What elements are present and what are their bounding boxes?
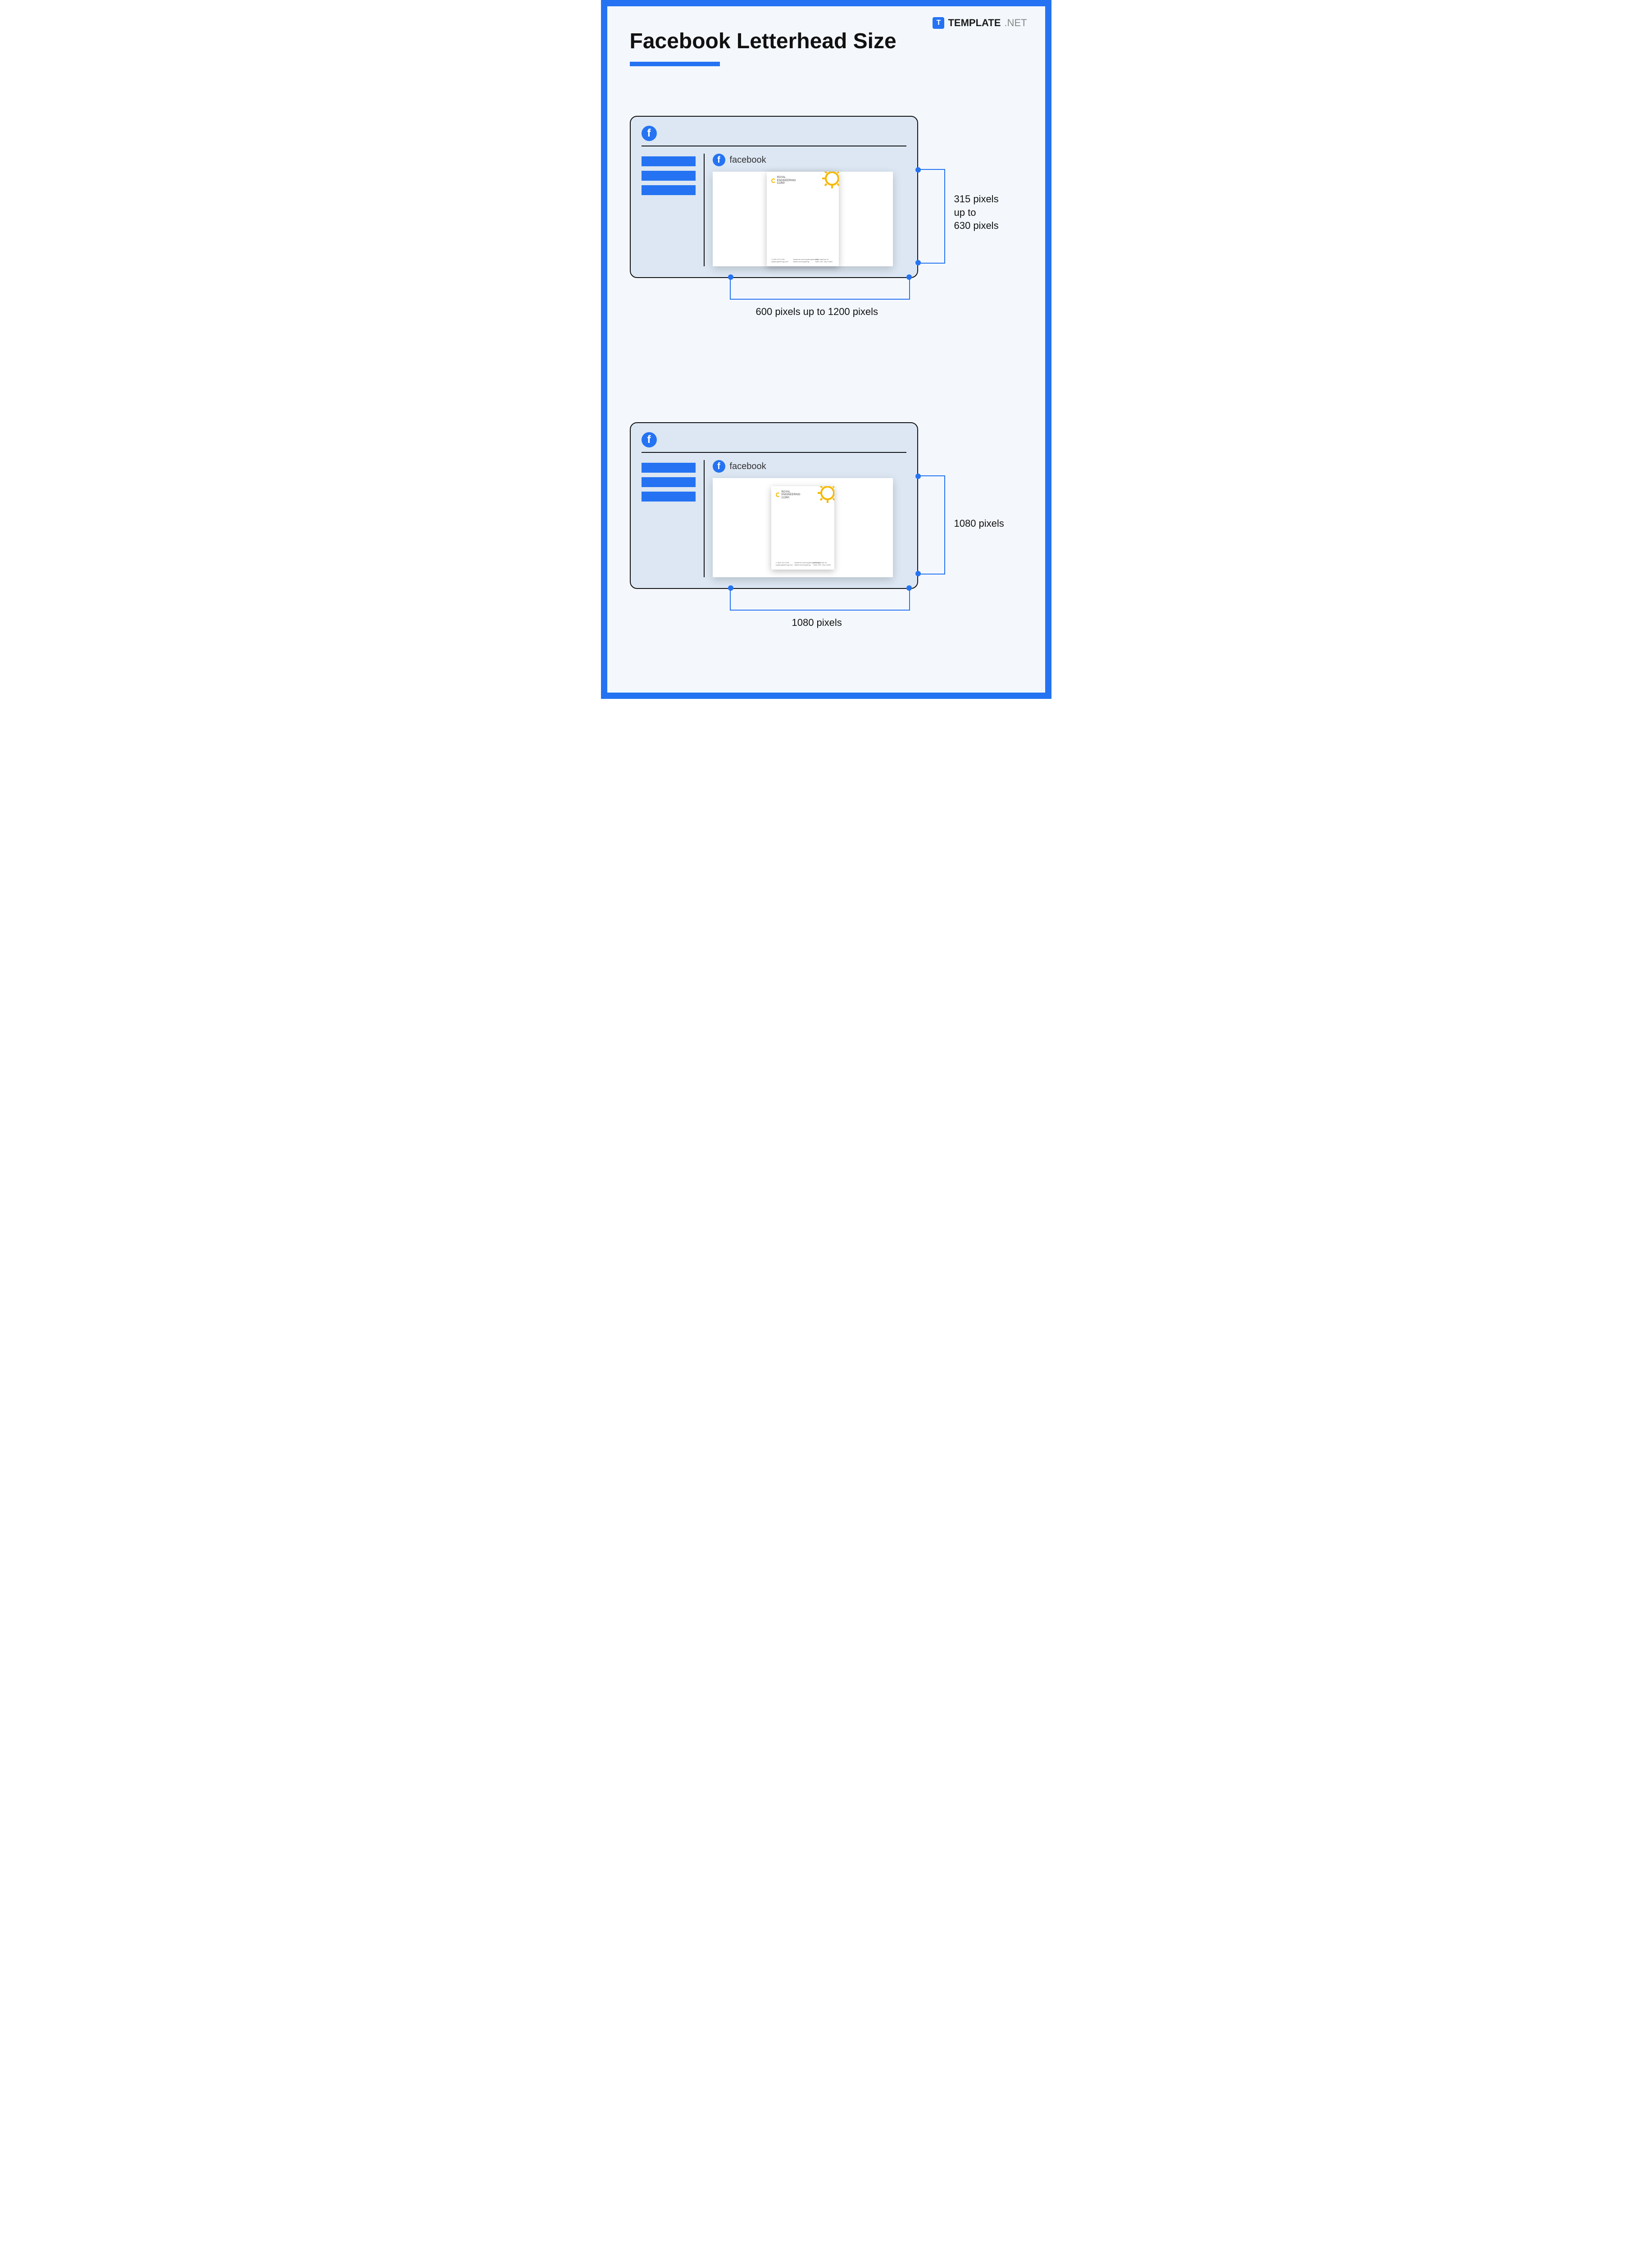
facebook-logo-icon: f: [713, 154, 725, 166]
diagram-1: f f facebook: [630, 116, 1023, 332]
title-underline: [630, 62, 720, 66]
brand-name: TEMPLATE: [948, 17, 1001, 29]
content-column: f facebook ROYAL ENGINEERING CORP.: [713, 154, 906, 266]
content-header: f facebook: [713, 460, 906, 473]
height-bracket: [918, 169, 945, 264]
page-frame: T TEMPLATE.NET Facebook Letterhead Size …: [601, 0, 1051, 699]
browser-body: f facebook ROYAL ENGINEERING CORP.: [642, 460, 906, 577]
brand-logo-icon: T: [933, 17, 944, 29]
facebook-logo-icon: f: [642, 126, 657, 141]
sidebar-item: [642, 171, 696, 181]
brand-badge: T TEMPLATE.NET: [933, 17, 1027, 29]
sidebar-item: [642, 156, 696, 166]
sidebar-item: [642, 463, 696, 473]
content-header: f facebook: [713, 154, 906, 166]
letterhead-footer: +1 800 123 1234 royalengineering.com fac…: [771, 258, 834, 263]
company-name: ROYAL ENGINEERING CORP.: [782, 491, 801, 500]
facebook-label: facebook: [730, 461, 766, 472]
sidebar-item: [642, 477, 696, 487]
footer-col: 1234 Address St Suite 100, City 12345: [815, 258, 834, 263]
browser-mock-2: f f facebook: [630, 422, 918, 589]
sidebar-item: [642, 492, 696, 502]
footer-col: facebook.com/royalengineering twitter.co…: [793, 258, 812, 263]
letterhead-logo: ROYAL ENGINEERING CORP.: [771, 176, 796, 185]
width-label: 1080 pixels: [792, 616, 842, 629]
browser-header: f: [642, 126, 906, 146]
image-preview-outer: ROYAL ENGINEERING CORP. +1 800 123 1234 …: [713, 478, 893, 577]
width-bracket: [730, 588, 910, 611]
footer-col: facebook.com/royalengineering twitter.co…: [795, 561, 811, 566]
logo-c-icon: [771, 178, 776, 183]
sidebar-item: [642, 185, 696, 195]
letterhead-footer: +1 800 123 1234 royalengineering.com fac…: [776, 561, 830, 566]
browser-header: f: [642, 432, 906, 453]
browser-body: f facebook ROYAL ENGINEERING CORP.: [642, 154, 906, 266]
browser-mock-1: f f facebook: [630, 116, 918, 278]
brand-suffix: .NET: [1004, 17, 1027, 29]
content-column: f facebook ROYAL ENGINEERING CORP.: [713, 460, 906, 577]
letterhead-preview: ROYAL ENGINEERING CORP. +1 800 123 1234 …: [767, 172, 839, 266]
height-label: 315 pixels up to 630 pixels: [954, 192, 999, 233]
facebook-logo-icon: f: [713, 460, 725, 473]
page-title: Facebook Letterhead Size: [630, 29, 1023, 54]
facebook-label: facebook: [730, 155, 766, 165]
company-name: ROYAL ENGINEERING CORP.: [777, 176, 796, 185]
letterhead-preview: ROYAL ENGINEERING CORP. +1 800 123 1234 …: [771, 486, 834, 570]
logo-c-icon: [776, 493, 780, 497]
width-bracket: [730, 277, 910, 300]
facebook-logo-icon: f: [642, 432, 657, 447]
footer-col: 1234 Address St Suite 100, City 12345: [814, 561, 830, 566]
footer-col: +1 800 123 1234 royalengineering.com: [776, 561, 792, 566]
width-label: 600 pixels up to 1200 pixels: [756, 305, 878, 319]
gear-icon: [816, 486, 834, 504]
footer-col: +1 800 123 1234 royalengineering.com: [771, 258, 790, 263]
sidebar: [642, 154, 705, 266]
letterhead-logo: ROYAL ENGINEERING CORP.: [776, 491, 801, 500]
sidebar: [642, 460, 705, 577]
diagram-2: f f facebook: [630, 422, 1023, 639]
height-bracket: [918, 475, 945, 575]
image-preview-outer: ROYAL ENGINEERING CORP. +1 800 123 1234 …: [713, 172, 893, 266]
height-label: 1080 pixels: [954, 517, 1004, 530]
gear-icon: [821, 172, 839, 190]
